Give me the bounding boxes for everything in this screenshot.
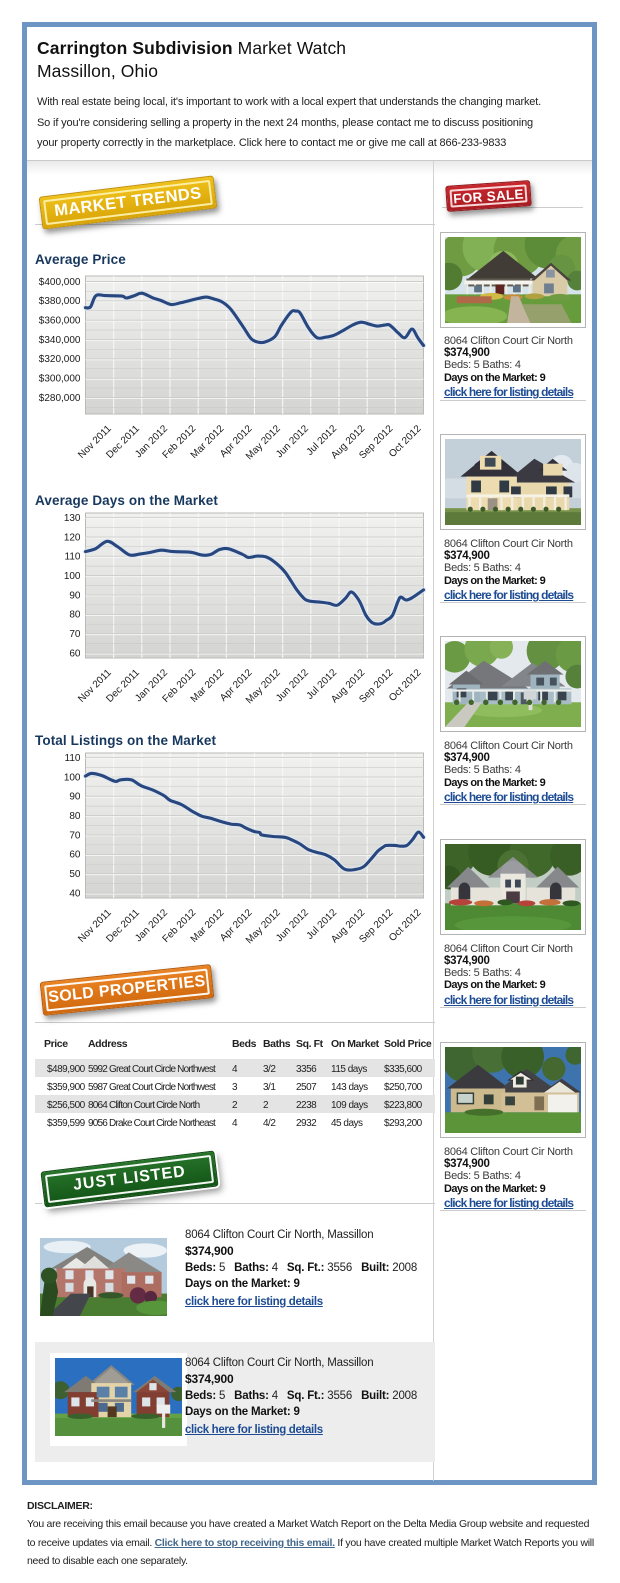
svg-text:$320,000: $320,000 — [39, 354, 81, 365]
svg-text:50: 50 — [69, 869, 81, 880]
svg-text:$360,000: $360,000 — [39, 316, 81, 327]
svg-text:130: 130 — [64, 513, 81, 524]
svg-text:40: 40 — [69, 888, 81, 899]
svg-text:70: 70 — [69, 629, 81, 640]
svg-text:90: 90 — [69, 792, 81, 803]
svg-text:$400,000: $400,000 — [39, 277, 81, 288]
svg-text:100: 100 — [64, 772, 81, 783]
svg-text:80: 80 — [69, 610, 81, 621]
svg-text:100: 100 — [64, 571, 81, 582]
svg-text:60: 60 — [69, 850, 81, 861]
svg-text:$300,000: $300,000 — [39, 374, 81, 385]
svg-text:120: 120 — [64, 532, 81, 543]
svg-text:60: 60 — [69, 648, 81, 659]
svg-text:$280,000: $280,000 — [39, 393, 81, 404]
svg-text:70: 70 — [69, 830, 81, 841]
svg-text:80: 80 — [69, 811, 81, 822]
svg-text:$380,000: $380,000 — [39, 296, 81, 307]
svg-text:90: 90 — [69, 590, 81, 601]
svg-text:110: 110 — [65, 753, 81, 764]
svg-text:110: 110 — [65, 552, 81, 563]
svg-text:$340,000: $340,000 — [39, 335, 81, 346]
